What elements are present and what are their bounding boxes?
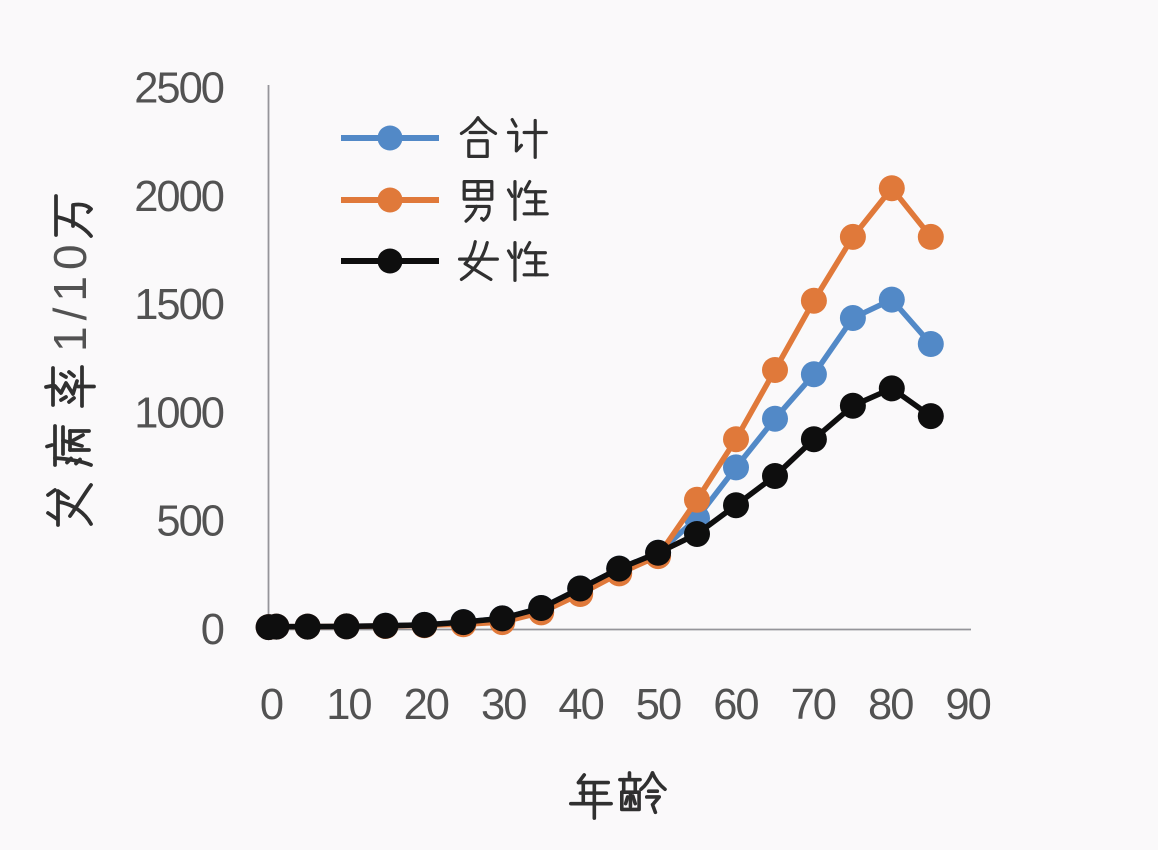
svg-text:500: 500 [156,498,223,546]
svg-text:2000: 2000 [134,173,224,221]
svg-text:80: 80 [868,681,913,729]
svg-text:1/10: 1/10 [44,238,96,352]
svg-text:70: 70 [791,681,836,729]
svg-text:50: 50 [636,681,681,729]
svg-text:0: 0 [201,606,224,654]
svg-text:60: 60 [713,681,758,729]
svg-text:20: 20 [404,681,449,729]
svg-text:40: 40 [558,681,603,729]
svg-text:1000: 1000 [134,389,224,437]
svg-text:1500: 1500 [134,281,224,329]
svg-text:0: 0 [260,681,283,729]
svg-text:90: 90 [945,681,990,729]
svg-text:10: 10 [326,681,371,729]
svg-text:2500: 2500 [134,65,224,113]
svg-text:30: 30 [481,681,526,729]
